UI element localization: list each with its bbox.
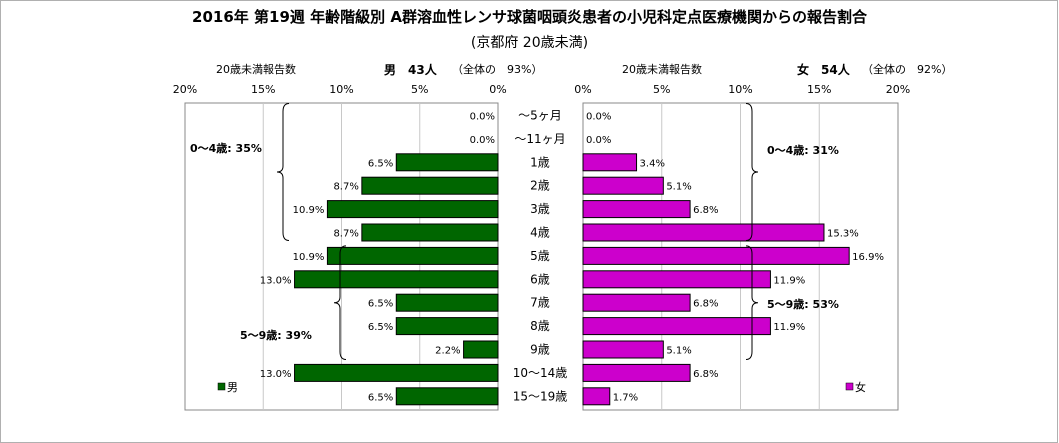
male-value-label: 6.5%: [368, 158, 393, 169]
female-bar: [582, 293, 691, 312]
female-header-share: （全体の 92%）: [862, 63, 953, 76]
female-bar: [582, 246, 850, 265]
male-tick-label: 0%: [489, 83, 506, 96]
male-bar: [361, 223, 499, 242]
category-label: 10〜14歳: [513, 366, 568, 380]
male-count: 男 43人: [384, 63, 437, 77]
male-0-4-brace: [276, 103, 290, 241]
male-tick-label: 20%: [173, 83, 197, 96]
male-bar: [395, 153, 499, 172]
female-value-label: 0.0%: [586, 112, 611, 123]
female-value-label: 5.1%: [666, 182, 691, 193]
category-label: 3歳: [530, 202, 550, 216]
male-value-label: 6.5%: [368, 322, 393, 333]
female-bar: [582, 223, 825, 242]
female-bar: [582, 270, 771, 289]
male-bar: [294, 363, 499, 382]
male-bar: [294, 270, 499, 289]
male-value-label: 8.7%: [333, 229, 358, 240]
male-5-9-brace: [333, 245, 347, 360]
male-bar: [395, 387, 499, 406]
female-value-label: 6.8%: [693, 299, 718, 310]
category-label: 4歳: [530, 226, 550, 240]
male-tick-label: 10%: [329, 83, 353, 96]
female-tick-label: 20%: [886, 83, 910, 96]
chart-title: 2016年 第19週 年齢階級別 A群溶血性レンサ球菌咽頭炎患者の小児科定点医療…: [192, 8, 867, 26]
female-bar: [582, 363, 691, 382]
male-value-label: 6.5%: [368, 392, 393, 403]
male-bar: [361, 176, 499, 195]
category-label: 9歳: [530, 343, 550, 357]
female-value-label: 11.9%: [773, 322, 805, 333]
female-value-label: 15.3%: [827, 229, 859, 240]
female-value-label: 5.1%: [666, 346, 691, 357]
male-5-9-annotation: 5〜9歳: 39%: [240, 328, 312, 342]
female-value-label: 6.8%: [693, 369, 718, 380]
female-count: 女 54人: [797, 63, 850, 77]
female-0-4-annotation: 0〜4歳: 31%: [767, 143, 839, 157]
female-5-9-brace: [745, 245, 759, 360]
male-bar: [326, 200, 499, 219]
male-tick-label: 5%: [411, 83, 428, 96]
male-0-4-annotation: 0〜4歳: 35%: [190, 141, 262, 155]
category-label: 7歳: [530, 296, 550, 310]
female-tick-label: 0%: [574, 83, 591, 96]
male-value-label: 13.0%: [260, 369, 292, 380]
male-tick-label: 15%: [251, 83, 275, 96]
male-header-share: （全体の 93%）: [452, 63, 543, 76]
male-bar: [326, 246, 499, 265]
female-bar: [582, 387, 611, 406]
female-value-label: 6.8%: [693, 205, 718, 216]
female-value-label: 11.9%: [773, 275, 805, 286]
female-bar: [582, 317, 771, 336]
female-header-caption: 20歳未満報告数: [622, 63, 702, 76]
male-header-count: 男 43人: [384, 61, 437, 78]
male-bar: [463, 340, 499, 359]
female-value-label: 3.4%: [640, 158, 665, 169]
male-header-caption: 20歳未満報告数: [216, 63, 296, 76]
female-5-9-annotation: 5〜9歳: 53%: [767, 297, 839, 311]
female-legend-label: 女: [855, 380, 866, 394]
female-tick-label: 5%: [653, 83, 670, 96]
female-legend-swatch: [845, 382, 854, 391]
category-label: 〜11ヶ月: [514, 132, 565, 146]
category-label: 5歳: [530, 249, 550, 263]
female-bar: [582, 176, 664, 195]
female-bar: [582, 200, 691, 219]
female-header-count: 女 54人: [797, 61, 850, 78]
female-0-4-brace: [745, 103, 759, 241]
category-label: 8歳: [530, 319, 550, 333]
male-value-label: 0.0%: [470, 135, 495, 146]
chart-subtitle: (京都府 20歳未満): [470, 35, 589, 51]
male-value-label: 10.9%: [293, 252, 325, 263]
category-label: 1歳: [530, 155, 550, 169]
male-legend-label: 男: [227, 381, 238, 394]
male-value-label: 0.0%: [470, 112, 495, 123]
female-value-label: 16.9%: [852, 252, 884, 263]
category-label: 15〜19歳: [513, 389, 568, 403]
category-label: 〜5ヶ月: [518, 109, 562, 123]
female-tick-label: 10%: [728, 83, 752, 96]
category-label: 2歳: [530, 179, 550, 193]
female-value-label: 0.0%: [586, 135, 611, 146]
male-bar: [395, 293, 499, 312]
category-label: 6歳: [530, 272, 550, 286]
male-legend-swatch: [217, 382, 226, 391]
male-value-label: 8.7%: [333, 182, 358, 193]
female-value-label: 1.7%: [613, 392, 638, 403]
male-value-label: 2.2%: [435, 346, 460, 357]
female-bar: [582, 153, 638, 172]
male-value-label: 13.0%: [260, 275, 292, 286]
male-value-label: 6.5%: [368, 299, 393, 310]
male-value-label: 10.9%: [293, 205, 325, 216]
female-tick-label: 15%: [807, 83, 831, 96]
female-bar: [582, 340, 664, 359]
male-bar: [395, 317, 499, 336]
